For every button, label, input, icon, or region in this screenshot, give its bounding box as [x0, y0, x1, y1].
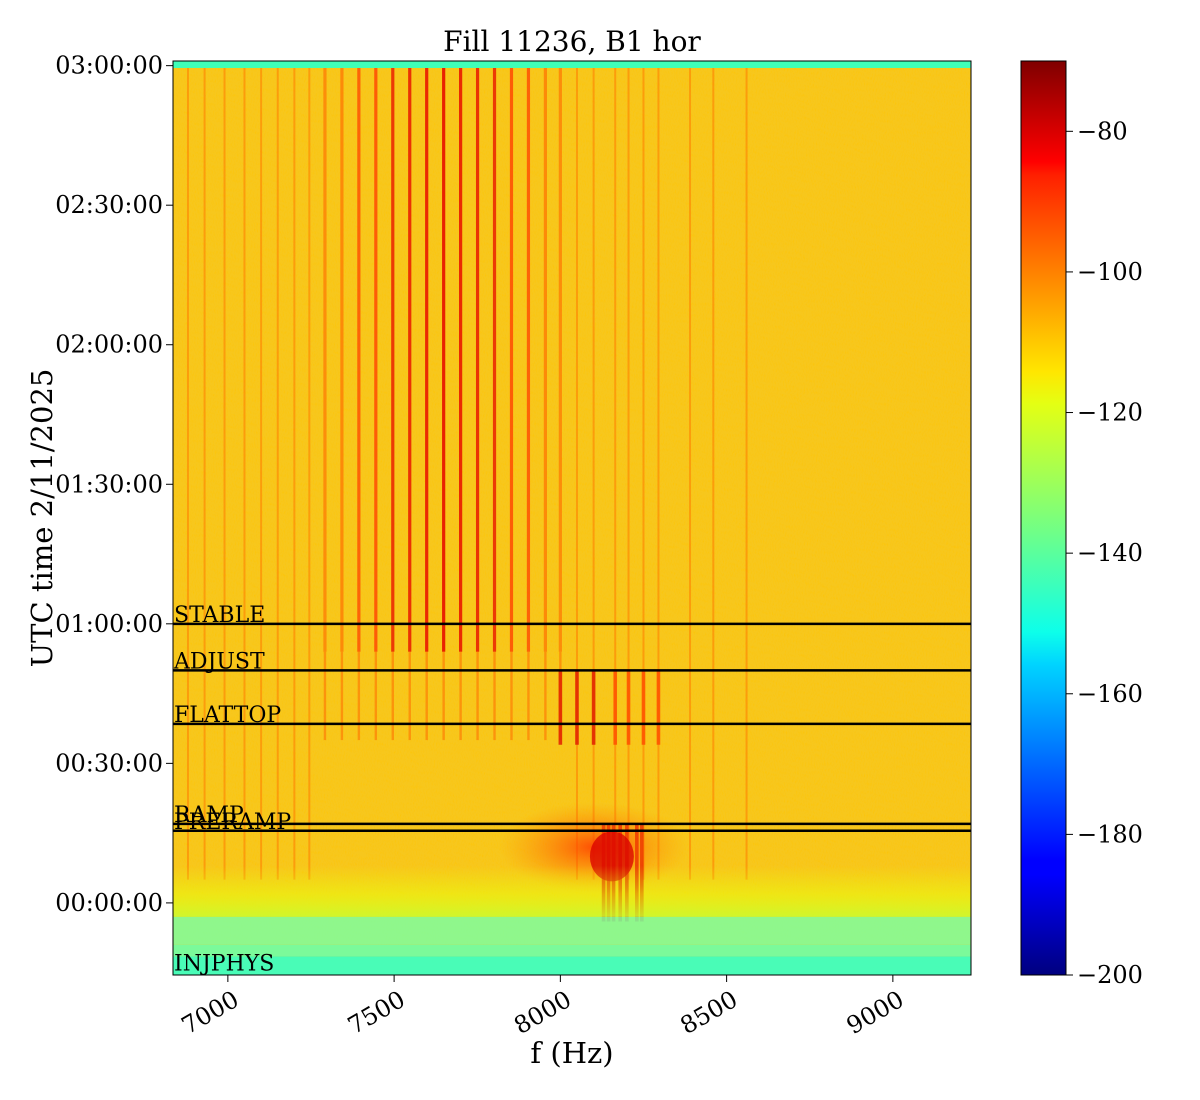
colorbar [1020, 60, 1067, 976]
beam-mode-label: ADJUST [173, 649, 265, 674]
spectral-line [186, 67, 189, 880]
spectral-line [293, 67, 296, 880]
spectral-line [492, 67, 497, 652]
spectral-line [627, 67, 630, 880]
spectral-line [243, 67, 246, 880]
spectral-line [527, 651, 530, 741]
beam-mode-label: INJPHYS [174, 952, 274, 977]
spectral-line [340, 67, 344, 652]
spectral-line [323, 67, 327, 652]
spectral-line [276, 67, 279, 880]
y-tick-label: 02:30:00 [55, 191, 163, 219]
spectral-line [509, 67, 514, 652]
heatmap-top-band [173, 61, 971, 68]
spectral-line [641, 670, 646, 745]
y-tick-label: 00:00:00 [55, 889, 163, 917]
spectral-line [475, 67, 480, 652]
colorbar-tick-label: −120 [1077, 399, 1143, 427]
spectral-line [543, 67, 547, 652]
spectral-line [391, 651, 394, 741]
spectral-line [476, 651, 479, 741]
colorbar-tick-label: −180 [1077, 820, 1143, 848]
y-axis: 00:00:00 00:30:00 01:00:00 01:30:00 02:00:00… [55, 52, 173, 917]
y-axis-label: UTC time 2/11/2025 [25, 369, 59, 668]
spectral-line [591, 670, 596, 745]
spectral-line [712, 67, 715, 880]
spectral-line [493, 651, 496, 741]
spectral-line [374, 67, 378, 652]
heatmap-fade-band [173, 865, 971, 917]
colorbar-axis: −80 −100 −120 −140 −160 −180 −200 [1066, 117, 1143, 989]
spectral-line [408, 67, 412, 652]
time-bands [173, 61, 971, 975]
plot-frame [172, 60, 972, 976]
heatmap-injection-band [173, 944, 971, 957]
beam-mode-label: PRERAMP [174, 810, 291, 835]
x-tick-label: 8000 [509, 985, 576, 1040]
y-tick-label: 01:00:00 [55, 610, 163, 638]
x-tick-label: 7500 [343, 985, 410, 1040]
colorbar-tick-label: −160 [1077, 680, 1143, 708]
beam-mode-label: STABLE [174, 603, 265, 628]
spectral-line [308, 67, 311, 880]
spectral-line [642, 67, 645, 880]
spectral-line [223, 67, 226, 880]
spectral-line [575, 67, 578, 880]
spectral-line [374, 651, 378, 741]
y-tick-label: 01:30:00 [55, 470, 163, 498]
x-axis-label: f (Hz) [530, 1036, 613, 1070]
spectral-line [626, 670, 631, 745]
colorbar-tick-label: −100 [1077, 258, 1143, 286]
heatmap-injection-band [173, 956, 971, 975]
spectrogram-heatmap [173, 61, 971, 975]
spectral-line [592, 67, 595, 880]
heatmap-injection-band [173, 916, 971, 945]
spectral-line [408, 651, 411, 741]
x-tick-label: 7000 [177, 985, 244, 1040]
spectral-line [745, 67, 748, 880]
beam-mode-label: FLATTOP [174, 703, 281, 728]
colorbar-tick-label: −80 [1077, 117, 1128, 145]
spectral-line [614, 67, 617, 880]
spectral-line [442, 67, 446, 652]
spectral-line [391, 67, 395, 652]
spectral-line [558, 67, 562, 652]
spectral-line [689, 67, 692, 880]
spectral-line [203, 67, 206, 880]
spectral-line [442, 651, 445, 741]
spectral-line [323, 651, 327, 741]
chart-title: Fill 11236, B1 hor [443, 25, 701, 58]
y-tick-label: 02:00:00 [55, 331, 163, 359]
spectral-line [558, 670, 563, 745]
spectral-line [459, 67, 463, 652]
spectral-line [526, 67, 531, 652]
spectral-line [425, 651, 428, 741]
spectral-line [357, 651, 361, 741]
colorbar-tick-label: −140 [1077, 539, 1143, 567]
y-tick-label: 00:30:00 [55, 749, 163, 777]
spectral-line [544, 651, 547, 741]
colorbar-tick-label: −200 [1077, 961, 1143, 989]
spectral-line [656, 670, 661, 745]
spectral-line [459, 651, 462, 741]
spectral-line [575, 670, 579, 745]
beam-mode-label: RAMP [174, 803, 244, 828]
spectral-line [340, 651, 344, 741]
spectral-line [613, 670, 618, 745]
y-tick-label: 03:00:00 [55, 52, 163, 80]
x-tick-label: 8500 [676, 985, 743, 1040]
spectral-line [657, 67, 660, 880]
spectral-line [260, 67, 263, 880]
spectral-line [510, 651, 513, 741]
spectral-line [425, 67, 429, 652]
x-tick-label: 9000 [842, 985, 909, 1040]
x-axis: 7000 7500 8000 8500 9000 [177, 975, 909, 1040]
spectral-line [357, 67, 361, 652]
